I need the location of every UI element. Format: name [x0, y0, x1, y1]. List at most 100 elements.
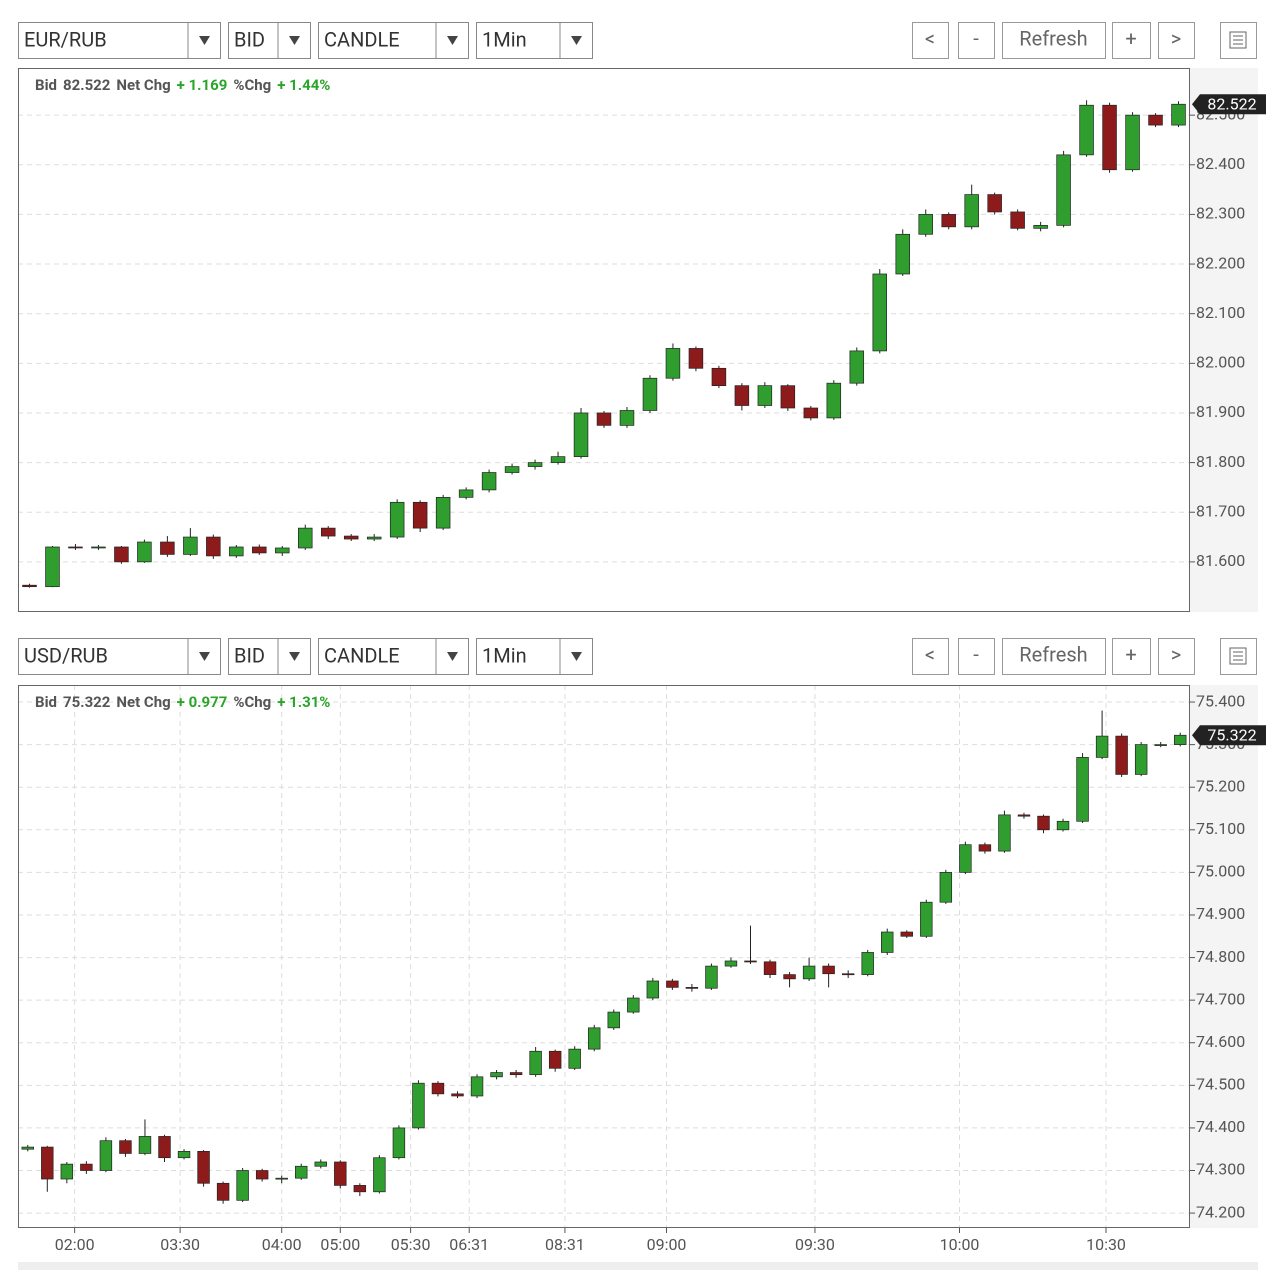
- button-label: >: [1171, 642, 1181, 666]
- settings-button[interactable]: [1220, 638, 1257, 675]
- candle-body: [822, 965, 835, 975]
- dropdown-arrow: [199, 36, 210, 45]
- candle-body: [80, 1163, 93, 1171]
- quote-header: Bid 82.522 Net Chg + 1.169 %Chg + 1.44%: [35, 76, 330, 94]
- toolbar-button[interactable]: +: [1112, 638, 1151, 675]
- dropdown-box: [476, 638, 593, 675]
- candle-body: [255, 1170, 269, 1180]
- y-tick-label: 82.200: [1196, 253, 1245, 272]
- candle-body: [529, 1050, 542, 1076]
- dropdown[interactable]: BID: [228, 22, 311, 59]
- dropdown[interactable]: CANDLE: [318, 638, 469, 675]
- button-label: Refresh: [1019, 26, 1087, 50]
- candle-body: [343, 535, 359, 540]
- toolbar-button[interactable]: <: [912, 22, 949, 59]
- candle-body: [412, 1082, 425, 1129]
- y-tick-label: 75.000: [1196, 862, 1245, 881]
- y-tick-label: 74.900: [1196, 904, 1245, 923]
- toolbar-button[interactable]: -: [958, 638, 995, 675]
- dropdown-box: [476, 22, 593, 59]
- quote-field: Bid: [35, 76, 57, 94]
- toolbar-button[interactable]: >: [1158, 638, 1195, 675]
- candle-body: [298, 527, 313, 549]
- candle-body: [1102, 104, 1117, 171]
- candle-body: [1095, 735, 1109, 758]
- toolbar-button[interactable]: >: [1158, 22, 1195, 59]
- candle-body: [1037, 815, 1050, 831]
- candle-body: [757, 385, 773, 406]
- candle-body: [780, 385, 796, 409]
- quote-field: Net Chg: [116, 76, 170, 94]
- candle-body: [236, 1170, 249, 1201]
- dropdown[interactable]: 1Min: [476, 638, 593, 675]
- candle-body: [1171, 103, 1186, 126]
- button-box: [912, 638, 949, 675]
- candle-body: [470, 1076, 484, 1097]
- candle-body: [320, 527, 336, 537]
- candle-body: [197, 1150, 210, 1184]
- candle-body: [849, 350, 865, 384]
- settings-button[interactable]: [1220, 22, 1257, 59]
- candle-body: [964, 194, 979, 228]
- quote-header: Bid 75.322 Net Chg + 0.977 %Chg + 1.31%: [35, 693, 330, 711]
- dropdown-arrow: [447, 652, 458, 661]
- x-tick-label: 09:30: [795, 1235, 835, 1254]
- y-tick-label: 81.600: [1196, 551, 1245, 570]
- candle-body: [1056, 154, 1071, 226]
- dropdown-label: 1Min: [482, 643, 527, 667]
- candle-body: [275, 1177, 288, 1180]
- candle-body: [646, 980, 660, 999]
- dropdown-label: CANDLE: [324, 27, 400, 51]
- toolbar-button[interactable]: Refresh: [1002, 22, 1106, 59]
- dropdown-box: [318, 638, 469, 675]
- y-tick-label: 74.300: [1196, 1160, 1245, 1179]
- quote-field: 75.322: [63, 693, 111, 711]
- chart-pane: EUR/RUB BID CANDLE 1Min < - Refresh + >81.600 81.…: [18, 22, 1266, 612]
- x-tick-label: 05:30: [391, 1235, 431, 1254]
- candle-body: [45, 546, 60, 588]
- candle-body: [744, 960, 757, 963]
- x-tick-label: 08:31: [545, 1235, 585, 1254]
- toolbar-button[interactable]: Refresh: [1002, 638, 1106, 675]
- candle-body: [978, 844, 992, 852]
- candle-body: [451, 1093, 464, 1097]
- candle-body: [711, 367, 727, 387]
- candle-body: [881, 931, 894, 953]
- candle-body: [685, 987, 699, 989]
- candle-body: [431, 1082, 445, 1095]
- dropdown-label: BID: [234, 643, 265, 667]
- x-tick-label: 10:00: [940, 1235, 980, 1254]
- candle-body: [160, 541, 175, 555]
- button-box: [958, 22, 995, 59]
- candle-body: [183, 536, 198, 555]
- quote-field: Net Chg: [116, 693, 170, 711]
- table-icon: [1229, 647, 1247, 665]
- dropdown[interactable]: EUR/RUB: [18, 22, 221, 59]
- candle-body: [1056, 820, 1070, 831]
- candle-body: [802, 965, 816, 980]
- dropdown[interactable]: BID: [228, 638, 311, 675]
- candle-body: [216, 1182, 230, 1201]
- candle-body: [22, 584, 37, 588]
- candle-body: [803, 407, 819, 419]
- toolbar-button[interactable]: -: [958, 22, 995, 59]
- candle-body: [458, 489, 474, 498]
- candle-body: [900, 931, 913, 937]
- toolbar-button[interactable]: <: [912, 638, 949, 675]
- dropdown[interactable]: CANDLE: [318, 22, 469, 59]
- dropdown-arrow: [199, 652, 210, 661]
- candle-body: [91, 546, 106, 549]
- candle-body: [389, 501, 405, 538]
- dropdown-label: USD/RUB: [24, 643, 108, 667]
- plot-area: [18, 685, 1190, 1228]
- button-label: -: [973, 642, 979, 666]
- dropdown[interactable]: USD/RUB: [18, 638, 221, 675]
- candle-body: [68, 546, 83, 549]
- dropdown[interactable]: 1Min: [476, 22, 593, 59]
- button-label: >: [1171, 26, 1181, 50]
- toolbar-button[interactable]: +: [1112, 22, 1151, 59]
- candle-body: [1154, 744, 1167, 746]
- candle-body: [872, 273, 888, 352]
- quote-field: %Chg: [233, 693, 271, 711]
- candle-body: [941, 214, 956, 228]
